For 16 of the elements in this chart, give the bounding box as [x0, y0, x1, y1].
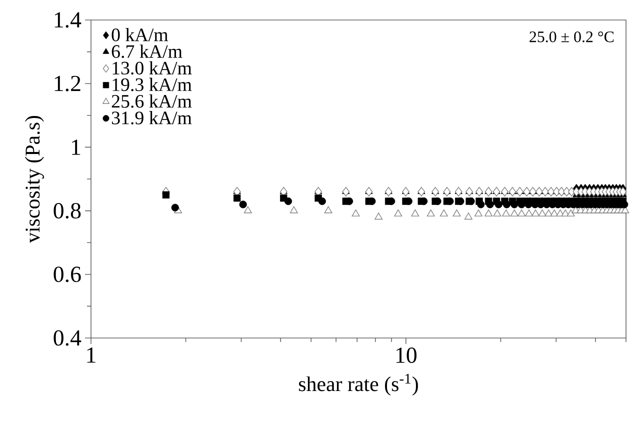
y-tick-label: 0.4 [54, 330, 82, 346]
legend-label: 6.7 kA/m [112, 44, 182, 58]
y-axis-title: viscosity (Pa.s) [24, 116, 44, 243]
y-tick-label: 1 [72, 140, 80, 155]
legend-label: 13.0 kA/m [112, 61, 192, 75]
x-axis-title: shear rate (s$^{-1}$) [298, 374, 418, 396]
legend-label: 25.6 kA/m [112, 94, 192, 108]
y-tick-label: 0.8 [54, 203, 81, 219]
y-tick-label: 1.2 [54, 76, 80, 92]
legend-label: 31.9 kA/m [112, 111, 192, 124]
y-tick-label: 0.6 [54, 266, 81, 282]
y-tick-label: 1.4 [54, 12, 82, 28]
annotation: 25.0 ± 0.2 °C [530, 31, 614, 42]
legend-label: 19.3 kA/m [112, 78, 192, 92]
legend-label: 0 kA/m [112, 28, 168, 42]
x-tick-label: 10 [396, 348, 416, 363]
